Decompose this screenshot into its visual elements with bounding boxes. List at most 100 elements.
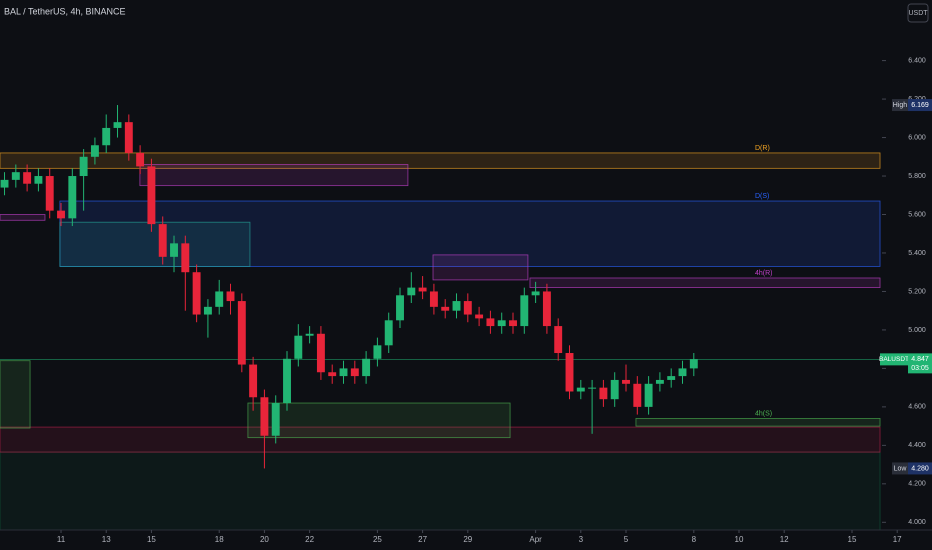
x-tick-label: 10 [735, 535, 744, 544]
candle-body [622, 379, 630, 384]
candle-body [113, 122, 122, 128]
zone [0, 214, 46, 221]
candle-body [203, 306, 212, 315]
candle-body [305, 333, 314, 336]
x-tick-label: 17 [893, 535, 902, 544]
zone [0, 451, 881, 531]
candle-body [192, 272, 201, 315]
zone [247, 402, 511, 439]
y-tick-label: 4.600 [908, 404, 926, 411]
candle-body [226, 291, 235, 302]
candle-body [689, 359, 698, 369]
marker-value: 6.169 [911, 102, 929, 109]
candle-body [576, 387, 585, 392]
candle-body [565, 353, 574, 392]
last-name: BALUSDT [879, 356, 909, 363]
price-axis [882, 0, 932, 550]
candle-body [362, 358, 371, 377]
x-tick-label: 13 [102, 535, 111, 544]
candle-body [678, 368, 687, 377]
y-tick-label: 5.000 [908, 327, 926, 334]
x-tick-label: 25 [373, 535, 382, 544]
candle-body [34, 176, 43, 184]
candle-body [418, 287, 427, 292]
candle-body [463, 301, 472, 315]
candles [0, 105, 698, 469]
candle-body [11, 172, 20, 180]
x-tick-label: 29 [463, 535, 472, 544]
candle-body [170, 243, 178, 257]
y-tick-label: 5.800 [908, 173, 926, 180]
x-tick-label: 12 [780, 535, 789, 544]
candle-body [644, 383, 653, 407]
marker-value: 4.280 [911, 465, 929, 472]
currency: USDT [908, 10, 928, 17]
x-tick-label: 18 [215, 535, 224, 544]
candle-body [452, 301, 461, 311]
candle-body [520, 295, 529, 327]
zone [0, 426, 881, 453]
marker-name-box [892, 99, 908, 112]
x-tick-label: 8 [692, 535, 697, 544]
zones: D(S) D(R) 4h(R) 4h(S) [0, 145, 882, 531]
x-tick-label: 15 [147, 535, 156, 544]
x-tick-label: 27 [418, 535, 427, 544]
candle-body [588, 387, 597, 389]
y-tick-label: 5.200 [908, 288, 926, 295]
zone-label: 4h(S) [755, 410, 772, 417]
candle-body [486, 318, 495, 327]
candle-body [384, 320, 393, 346]
candle-body [554, 326, 563, 354]
y-tick-label: 5.400 [908, 250, 926, 257]
zone [432, 254, 529, 281]
candle-body [407, 287, 416, 296]
candle-body [542, 291, 551, 327]
x-tick-label: Apr [529, 535, 542, 544]
candle-body [294, 335, 303, 359]
axes: 4.0004.2004.4004.6004.8005.0005.2005.400… [57, 57, 932, 544]
candle-body [633, 383, 642, 407]
marker-value-box [908, 462, 932, 475]
candle-body [158, 224, 167, 257]
candle-body [90, 145, 99, 157]
candle-body [102, 127, 111, 146]
zone-label: 4h(R) [755, 270, 773, 277]
candle-body [396, 295, 404, 321]
candle-body [441, 306, 450, 311]
candle-body [655, 379, 664, 384]
candle-body [497, 320, 506, 327]
candle-body [283, 358, 291, 404]
candle-body [237, 301, 246, 365]
y-tick-label: 4.200 [908, 481, 926, 488]
candle-body [57, 210, 65, 219]
candle-body [68, 176, 77, 219]
zone [59, 221, 251, 267]
candle-body [610, 379, 619, 400]
marker-name-box [892, 462, 908, 475]
currency-box[interactable] [907, 3, 929, 23]
marker-name: Low [894, 465, 908, 472]
candle-body [599, 387, 608, 400]
x-tick-label: 3 [579, 535, 584, 544]
candle-body [373, 345, 382, 359]
candle-body [316, 333, 325, 373]
y-tick-label: 6.000 [908, 134, 926, 141]
candle-body [181, 243, 190, 273]
marker-name: High [893, 102, 908, 109]
zone [0, 152, 881, 169]
zone [635, 418, 881, 427]
candle-body [23, 172, 32, 184]
candle-body [249, 364, 258, 398]
zone [529, 277, 881, 289]
candle-body [79, 156, 88, 177]
zone [139, 164, 409, 187]
candle-body [260, 397, 269, 436]
last-value: 4.847 [911, 356, 929, 363]
marker-value-box [908, 99, 932, 112]
x-tick-label: 22 [305, 535, 314, 544]
candle-body [147, 166, 156, 225]
y-tick-label: 6.400 [908, 57, 926, 64]
candle-body [667, 376, 676, 380]
